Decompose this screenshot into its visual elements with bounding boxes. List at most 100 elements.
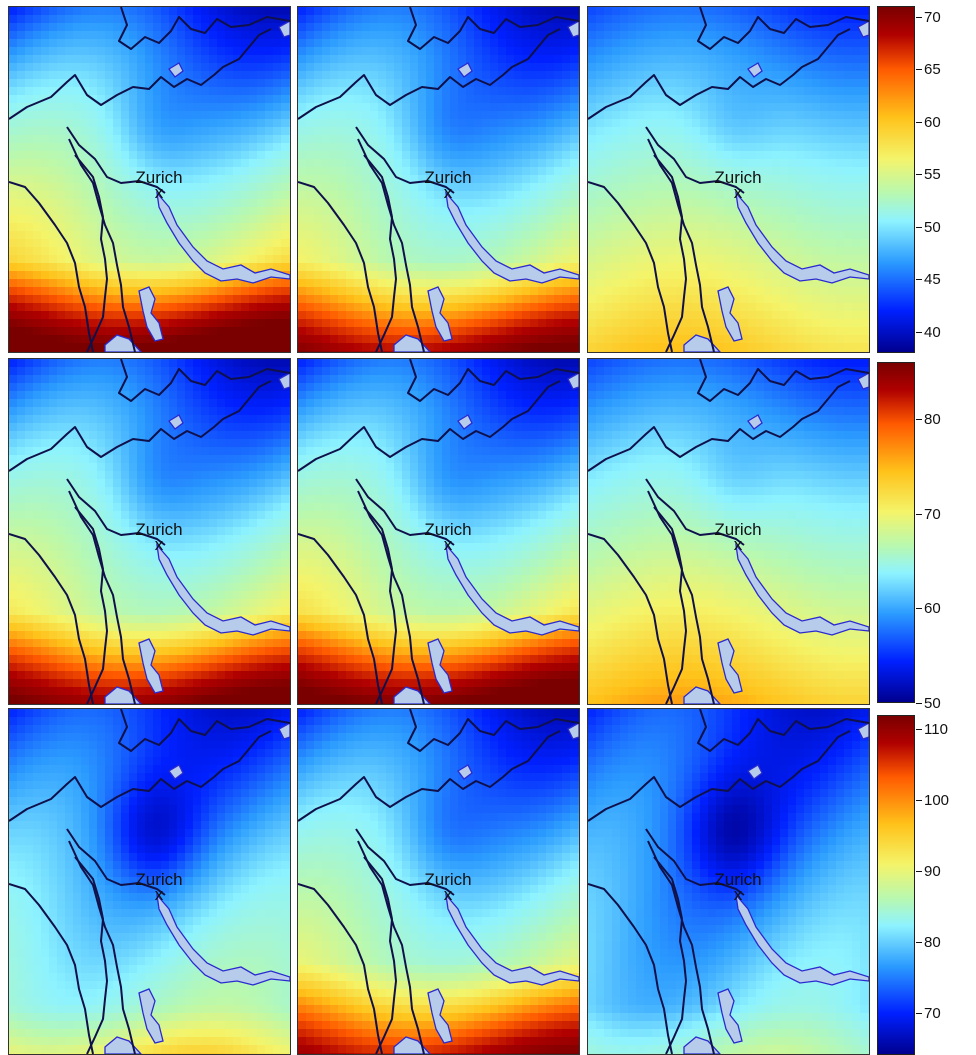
city-label: Zurich xyxy=(714,520,761,539)
field-raster xyxy=(9,7,290,352)
lake-shape xyxy=(138,988,164,1044)
city-label: Zurich xyxy=(714,168,761,187)
border-line xyxy=(697,7,869,50)
border-line xyxy=(407,359,579,402)
border-line xyxy=(588,883,673,1054)
colorbar-tick-label: 50 xyxy=(916,218,941,236)
map-panel-r1-c2: x Zurich xyxy=(297,6,580,353)
lake-shape xyxy=(457,414,473,430)
lake-shape xyxy=(156,542,290,636)
lake-shape xyxy=(567,20,579,38)
city-label: Zurich xyxy=(135,168,182,187)
border-line xyxy=(298,883,383,1054)
border-line xyxy=(647,138,715,352)
map-panel-r2-c3: x Zurich xyxy=(587,358,870,705)
border-line xyxy=(66,828,166,896)
lake-shape xyxy=(427,988,453,1044)
lake-shape xyxy=(567,722,579,740)
map-panel-r3-c1: x Zurich xyxy=(8,708,291,1055)
city-marker: x xyxy=(444,535,453,554)
border-line xyxy=(653,856,687,1054)
lake-shape xyxy=(138,638,164,694)
border-line xyxy=(9,28,272,120)
lake-shape xyxy=(457,764,473,780)
field-raster xyxy=(588,359,869,704)
city-marker: x xyxy=(155,535,164,554)
colorbar-tick-label: 65 xyxy=(916,61,941,79)
border-line xyxy=(588,380,851,472)
lake-shape xyxy=(393,334,431,352)
lake-shape xyxy=(278,372,290,390)
lake-shape xyxy=(457,62,473,78)
lake-shape xyxy=(717,988,743,1044)
lake-shape xyxy=(747,414,763,430)
border-line xyxy=(355,478,455,546)
city-label: Zurich xyxy=(135,520,182,539)
lake-shape xyxy=(427,286,453,342)
border-line xyxy=(9,533,94,704)
border-line xyxy=(66,126,166,194)
lake-shape xyxy=(104,334,142,352)
border-line xyxy=(9,730,272,822)
city-label: Zurich xyxy=(714,870,761,889)
lake-shape xyxy=(393,1036,431,1054)
city-marker: x xyxy=(734,535,743,554)
border-line xyxy=(298,181,383,352)
colorbar-tick-label: 70 xyxy=(916,8,941,26)
border-line xyxy=(588,730,851,822)
border-line xyxy=(66,478,166,546)
colorbar-tick-label: 70 xyxy=(916,505,941,523)
border-line xyxy=(653,506,687,704)
colorbar-tick-label: 55 xyxy=(916,166,941,184)
border-line xyxy=(355,828,455,896)
lake-shape xyxy=(735,892,869,986)
colorbar-tick-label: 40 xyxy=(916,323,941,341)
border-line xyxy=(588,28,851,120)
colorbar-row-2 xyxy=(877,362,915,703)
border-line xyxy=(357,840,425,1054)
border-line xyxy=(74,856,108,1054)
colorbar-tick-label: 80 xyxy=(916,410,941,428)
border-line xyxy=(9,883,94,1054)
border-line xyxy=(645,126,745,194)
border-line xyxy=(357,490,425,704)
map-panel-r1-c1: x Zurich xyxy=(8,6,291,353)
lake-shape xyxy=(683,686,721,704)
field-raster xyxy=(298,7,579,352)
lake-shape xyxy=(567,372,579,390)
city-marker: x xyxy=(155,885,164,904)
border-line xyxy=(588,181,673,352)
border-line xyxy=(298,380,561,472)
city-label: Zurich xyxy=(424,168,471,187)
colorbar-tick-label: 45 xyxy=(916,271,941,289)
border-line xyxy=(407,709,579,752)
border-line xyxy=(407,7,579,50)
lake-shape xyxy=(445,190,579,284)
colorbar-tick-label: 100 xyxy=(915,792,950,809)
lake-shape xyxy=(747,62,763,78)
border-line xyxy=(298,533,383,704)
lake-shape xyxy=(445,542,579,636)
city-marker: x xyxy=(444,885,453,904)
map-panel-r3-c2: x Zurich xyxy=(297,708,580,1055)
colorbar-row-1 xyxy=(877,6,915,353)
lake-shape xyxy=(278,20,290,38)
colorbar-tick-label: 90 xyxy=(916,862,941,880)
lake-shape xyxy=(104,1036,142,1054)
lake-shape xyxy=(445,892,579,986)
lake-shape xyxy=(168,764,184,780)
colorbar-row-3 xyxy=(877,715,915,1055)
lake-shape xyxy=(717,638,743,694)
border-line xyxy=(68,490,136,704)
border-line xyxy=(363,506,397,704)
border-line xyxy=(355,126,455,194)
border-line xyxy=(9,181,94,352)
city-marker: x xyxy=(444,183,453,202)
colorbar-tick-label: 70 xyxy=(916,1004,941,1022)
lake-shape xyxy=(138,286,164,342)
lake-shape xyxy=(857,372,869,390)
